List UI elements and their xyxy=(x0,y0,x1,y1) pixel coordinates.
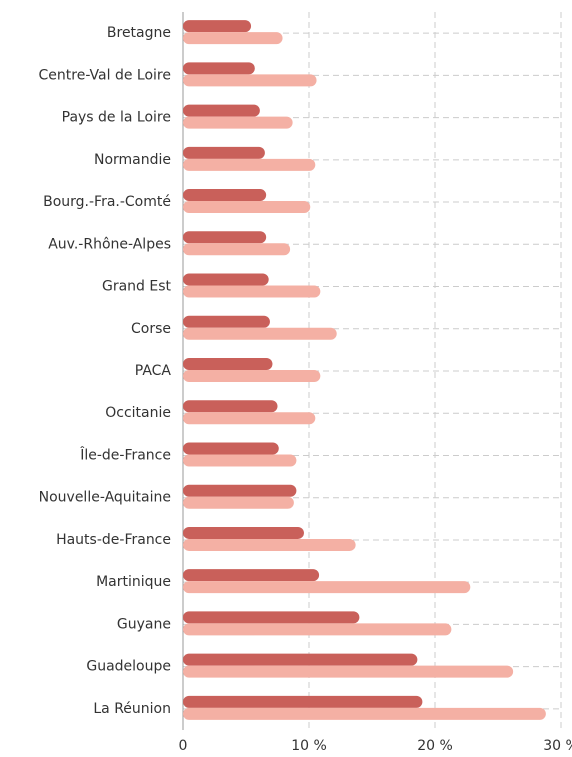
bar xyxy=(183,146,265,159)
bar xyxy=(183,569,320,582)
y-tick-label: Pays de la Loire xyxy=(62,110,171,126)
bar xyxy=(183,116,293,129)
x-tick-label: 20 % xyxy=(417,738,453,753)
y-tick-label: La Réunion xyxy=(93,701,171,717)
bar xyxy=(183,496,294,509)
bar xyxy=(183,538,356,551)
bar xyxy=(183,273,269,286)
y-tick-label: Île-de-France xyxy=(79,445,171,463)
bar xyxy=(183,454,297,467)
bar xyxy=(183,189,267,202)
bar xyxy=(183,665,514,678)
bar xyxy=(183,526,304,539)
x-tick-label: 10 % xyxy=(291,738,327,753)
bar xyxy=(183,707,546,720)
y-tick-label: Grand Est xyxy=(102,279,172,295)
bar xyxy=(183,623,452,636)
bar xyxy=(183,231,267,244)
bar xyxy=(183,32,283,45)
bar xyxy=(183,653,418,666)
y-tick-label: Normandie xyxy=(94,152,171,168)
x-tick-label: 0 xyxy=(179,738,188,753)
y-tick-label: Hauts-de-France xyxy=(56,532,171,548)
x-tick-label: 30 % xyxy=(543,738,572,753)
bar xyxy=(183,412,316,425)
bar xyxy=(183,201,311,214)
bar xyxy=(183,327,337,340)
y-tick-label: Corse xyxy=(131,321,171,337)
y-tick-label: Guadeloupe xyxy=(86,659,171,675)
bar xyxy=(183,400,278,413)
bar xyxy=(183,442,279,455)
bar xyxy=(183,315,270,328)
bar xyxy=(183,285,321,298)
bar xyxy=(183,20,252,33)
y-tick-label: Martinique xyxy=(96,574,171,590)
bar xyxy=(183,581,471,594)
y-tick-label: Bourg.-Fra.-Comté xyxy=(43,194,171,210)
y-tick-label: Auv.-Rhône-Alpes xyxy=(48,236,171,252)
bar xyxy=(183,62,255,75)
bar xyxy=(183,695,423,708)
y-tick-label: Nouvelle-Aquitaine xyxy=(39,490,171,506)
bar xyxy=(183,358,273,370)
bar xyxy=(183,74,317,87)
bar xyxy=(183,484,297,497)
y-tick-label: Guyane xyxy=(117,616,171,632)
bar xyxy=(183,104,260,117)
y-tick-label: Bretagne xyxy=(107,25,171,41)
bar xyxy=(183,611,360,624)
y-tick-label: PACA xyxy=(135,363,172,379)
y-tick-label: Centre-Val de Loire xyxy=(39,67,171,83)
y-tick-label: Occitanie xyxy=(105,405,171,421)
bar xyxy=(183,243,291,256)
bar xyxy=(183,158,316,171)
bar xyxy=(183,370,321,382)
